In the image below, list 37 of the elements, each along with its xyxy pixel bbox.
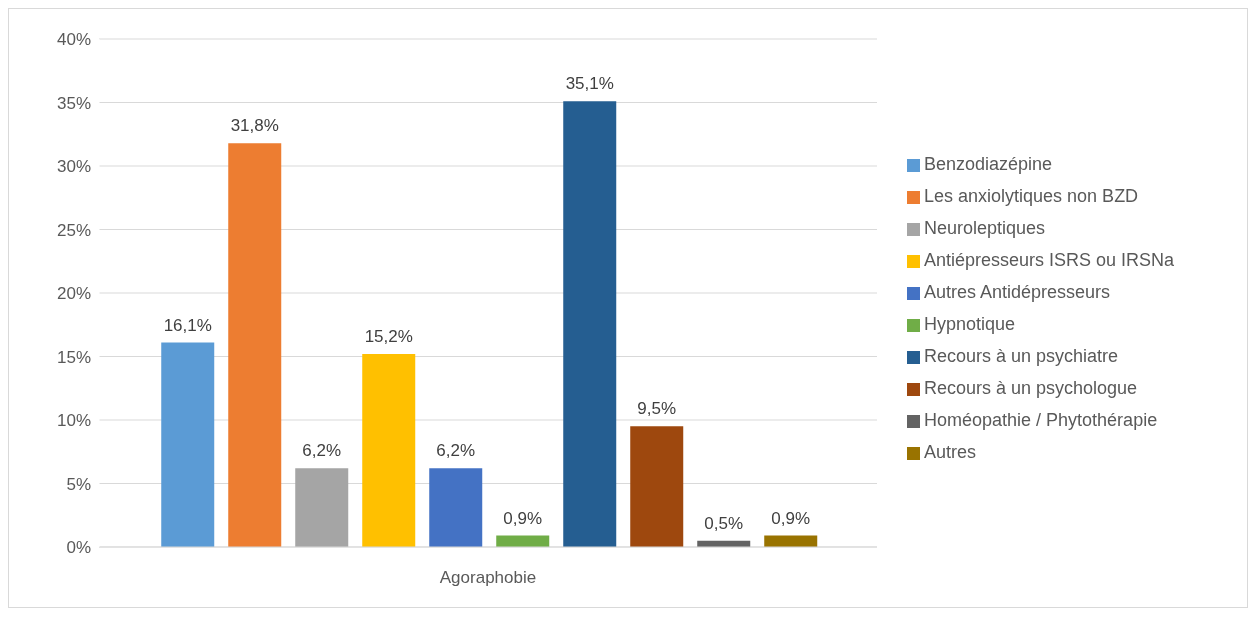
data-label: 0,9% [503, 508, 543, 528]
y-tick-label: 30% [56, 157, 91, 177]
data-label: 16,1% [163, 315, 212, 335]
y-tick-label: 20% [56, 284, 91, 304]
bar [228, 143, 282, 547]
data-label: 9,5% [637, 399, 677, 419]
data-label: 6,2% [436, 441, 476, 461]
bar [630, 426, 684, 547]
data-label: 15,2% [364, 326, 413, 346]
bar [161, 342, 215, 547]
legend-label: Hypnotique [924, 314, 1016, 334]
y-tick-label: 25% [56, 220, 91, 240]
legend-label: Recours à un psychiatre [924, 346, 1119, 366]
data-label: 0,9% [771, 508, 811, 528]
legend-label: Autres Antidépresseurs [924, 282, 1111, 302]
legend-label: Autres [924, 442, 977, 462]
data-label: 0,5% [704, 513, 744, 533]
bar [362, 353, 416, 547]
y-tick-label: 40% [56, 30, 91, 50]
bar [563, 101, 617, 547]
legend-label: Antiépresseurs ISRS ou IRSNa [924, 250, 1175, 270]
data-label: 31,8% [230, 116, 279, 136]
y-tick-label: 15% [56, 347, 91, 367]
y-tick-label: 35% [56, 93, 91, 113]
data-label: 6,2% [302, 441, 342, 461]
y-tick-label: 5% [66, 474, 91, 494]
y-tick-label: 0% [66, 538, 91, 558]
legend-label: Benzodiazépine [924, 154, 1053, 174]
legend-label: Homéopathie / Phytothérapie [924, 410, 1158, 430]
y-tick-label: 10% [56, 411, 91, 431]
data-label: 35,1% [565, 74, 614, 94]
bar [295, 468, 349, 547]
legend-label: Recours à un psychologue [924, 378, 1138, 398]
legend-label: Neuroleptiques [924, 218, 1046, 238]
x-tick-label: Agoraphobie [439, 568, 537, 588]
bar [429, 468, 483, 547]
legend-label: Les anxiolytiques non BZD [924, 186, 1139, 206]
